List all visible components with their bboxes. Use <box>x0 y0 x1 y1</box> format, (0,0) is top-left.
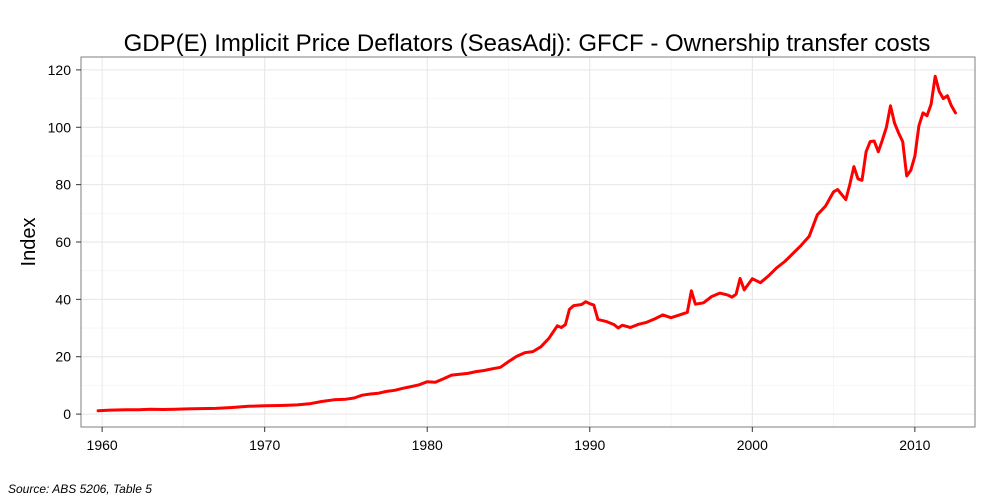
x-tick-label: 1970 <box>249 437 280 453</box>
series-line <box>96 74 957 413</box>
x-tick-label: 2010 <box>899 437 930 453</box>
plot-panel <box>80 56 976 428</box>
y-tick-label: 120 <box>48 62 72 78</box>
chart-title: GDP(E) Implicit Price Deflators (SeasAdj… <box>124 30 931 57</box>
major-gridlines <box>81 57 975 427</box>
y-tick-label: 60 <box>55 234 71 250</box>
x-tick-label: 1980 <box>412 437 443 453</box>
x-tick-label: 1990 <box>574 437 605 453</box>
y-tick-label: 100 <box>48 119 72 135</box>
x-tick-label: 2000 <box>737 437 768 453</box>
series-layer <box>96 74 957 413</box>
minor-gridlines <box>81 57 975 427</box>
y-axis-label: Index <box>18 218 40 267</box>
y-tick-label: 0 <box>63 406 71 422</box>
source-note: Source: ABS 5206, Table 5 <box>8 482 152 496</box>
x-axis: 1960 1970 1980 1990 2000 2010 <box>87 427 931 453</box>
y-axis: 0 20 40 60 80 100 120 <box>48 62 81 422</box>
x-tick-label: 1960 <box>87 437 118 453</box>
y-tick-label: 20 <box>55 349 71 365</box>
y-tick-label: 40 <box>55 291 71 307</box>
y-tick-label: 80 <box>55 177 71 193</box>
